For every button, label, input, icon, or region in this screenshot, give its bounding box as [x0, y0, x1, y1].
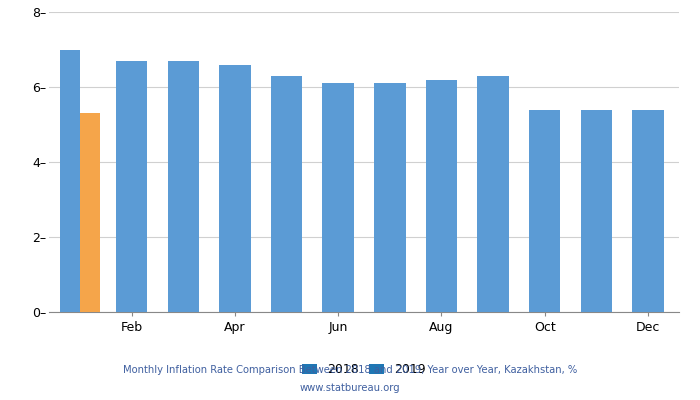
- Bar: [80, 113, 99, 312]
- Bar: [529, 110, 561, 312]
- Bar: [374, 83, 405, 312]
- Bar: [477, 76, 509, 312]
- Bar: [426, 80, 457, 312]
- Bar: [116, 61, 147, 312]
- Bar: [323, 83, 354, 312]
- Bar: [271, 76, 302, 312]
- Bar: [167, 61, 199, 312]
- Legend: 2018, 2019: 2018, 2019: [302, 363, 426, 376]
- Text: Monthly Inflation Rate Comparison Between 2018 and 2019, Year over Year, Kazakhs: Monthly Inflation Rate Comparison Betwee…: [123, 365, 577, 375]
- Text: www.statbureau.org: www.statbureau.org: [300, 383, 400, 393]
- Bar: [581, 110, 612, 312]
- Bar: [60, 50, 80, 312]
- Bar: [219, 64, 251, 312]
- Bar: [632, 110, 664, 312]
